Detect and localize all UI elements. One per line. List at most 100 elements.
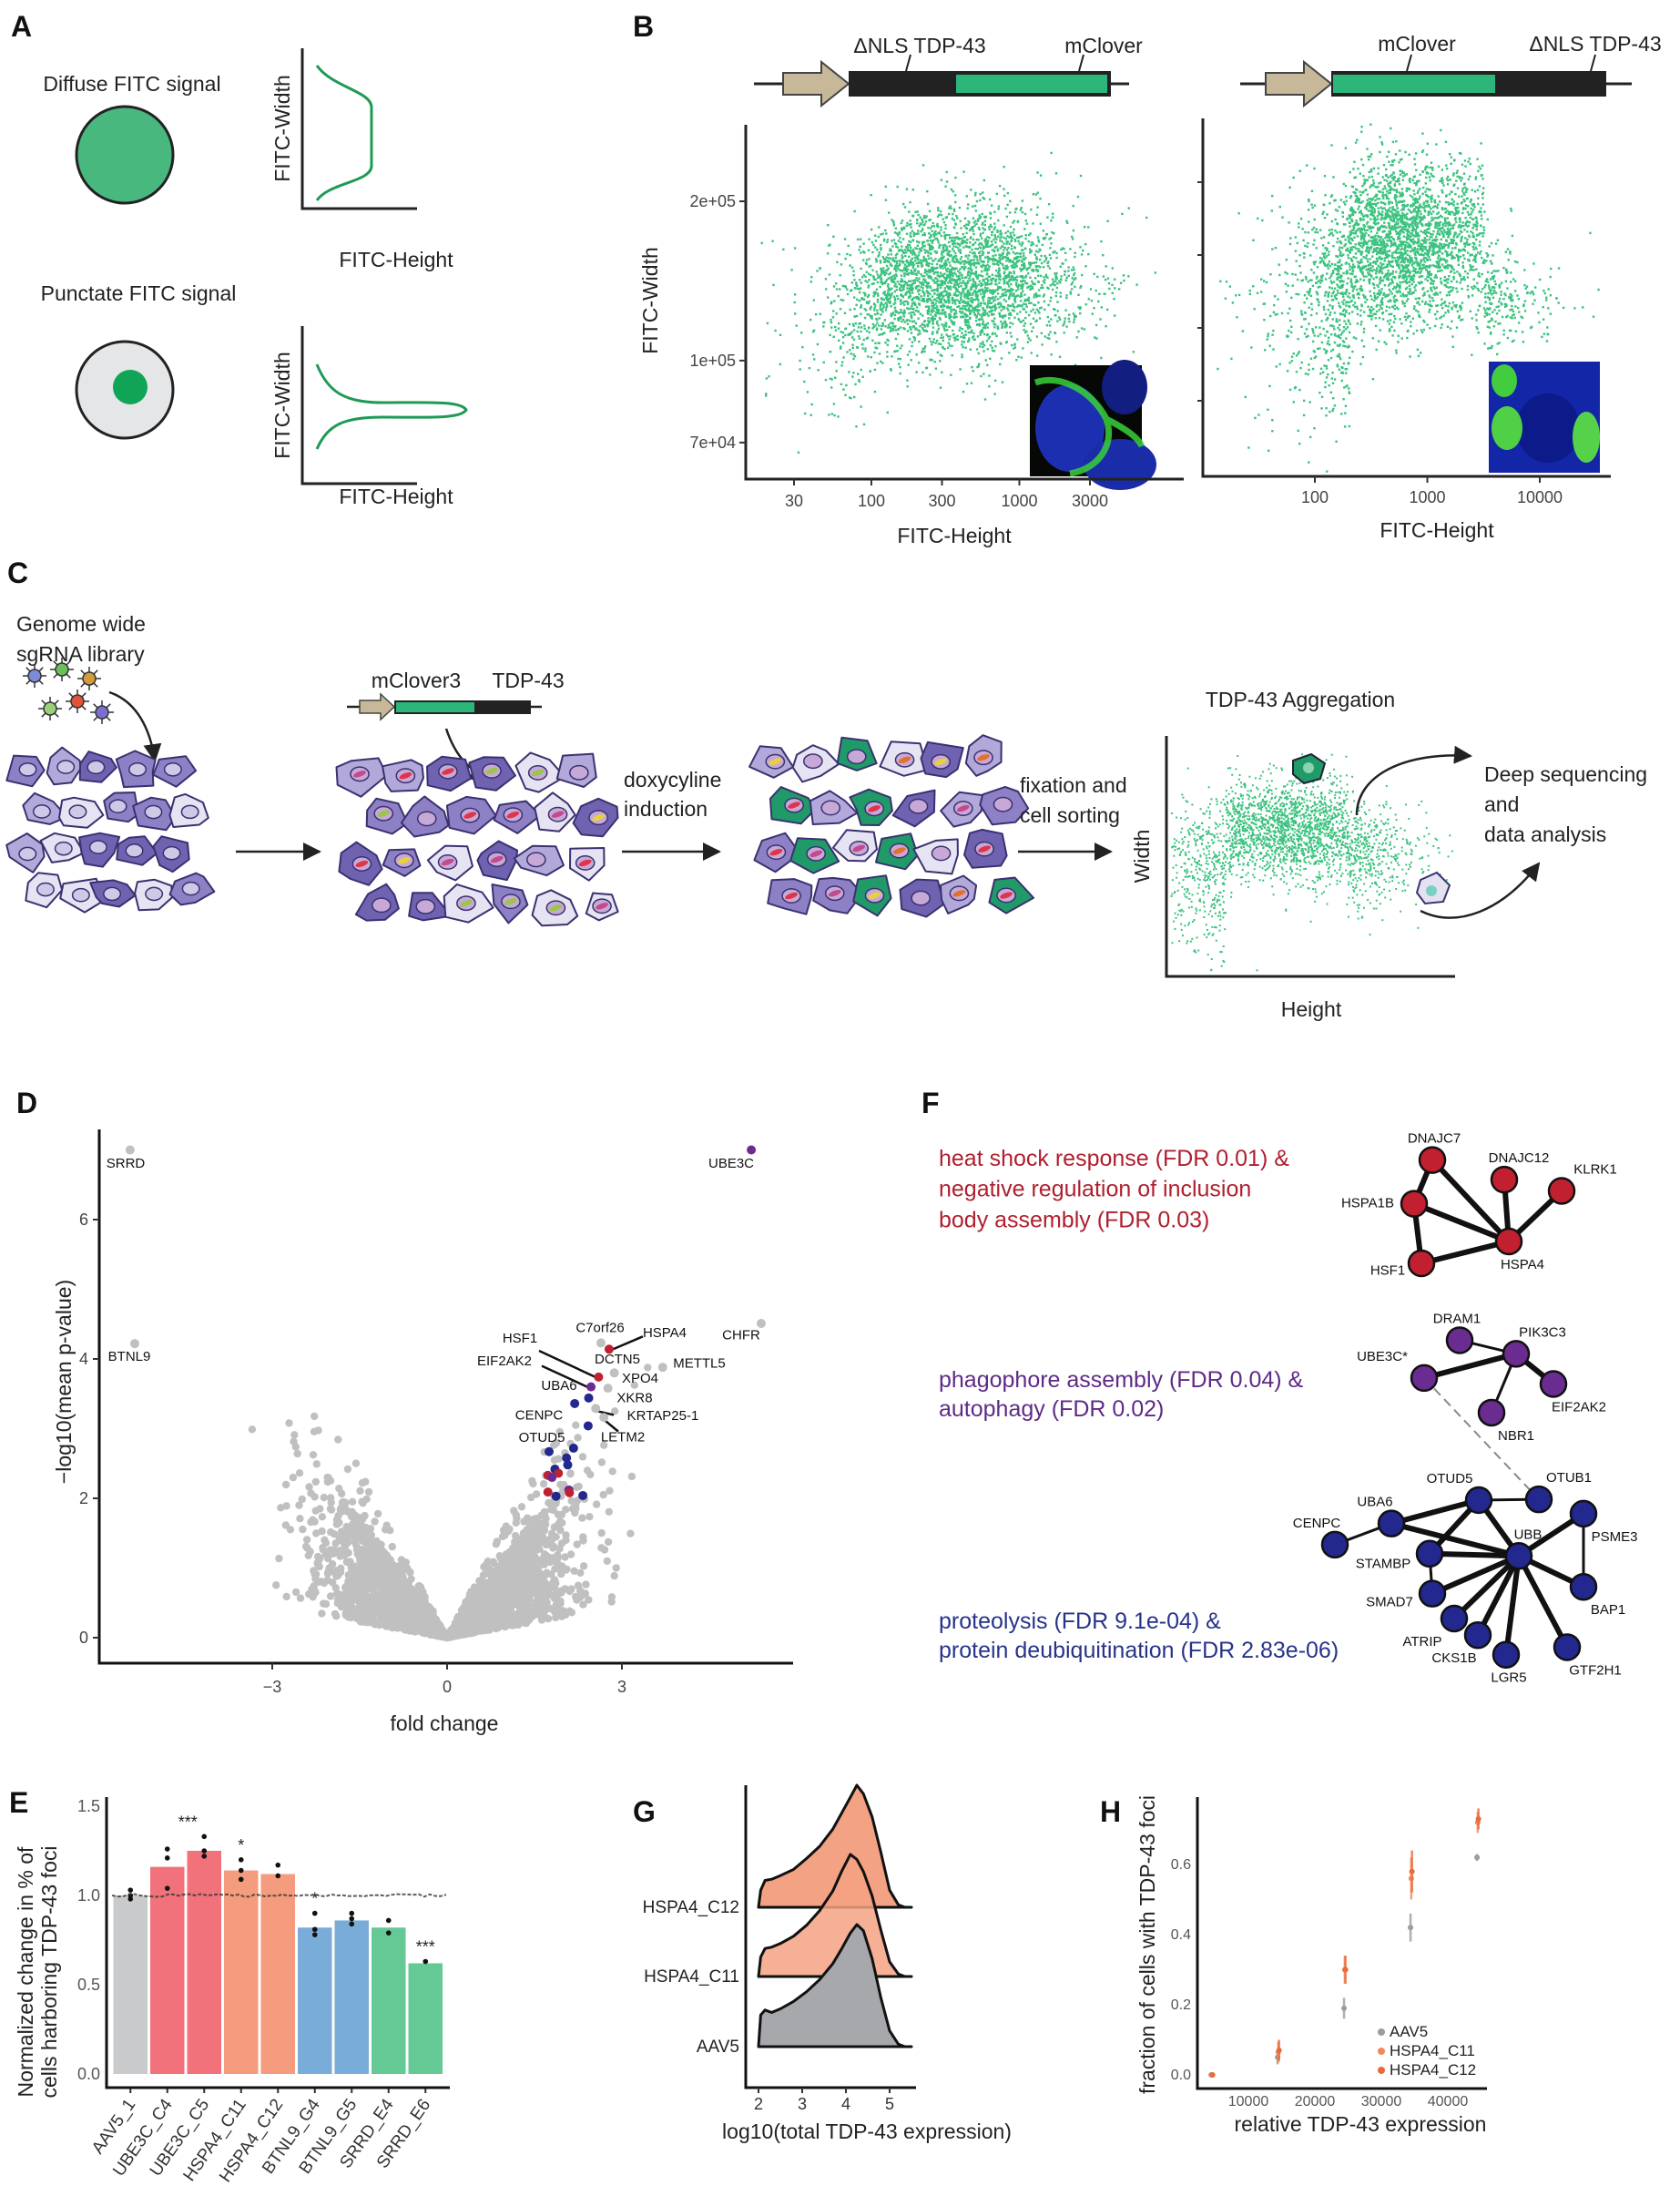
scatter-point xyxy=(936,330,939,332)
scatter-point xyxy=(954,251,957,255)
scatter-point xyxy=(1016,251,1019,255)
scatter-point xyxy=(986,270,989,272)
scatter-point xyxy=(892,223,896,226)
scatter-point xyxy=(1582,306,1584,309)
scatter-point xyxy=(1017,240,1020,242)
scatter-point xyxy=(986,240,989,243)
scatter-point xyxy=(1466,205,1470,208)
scatter-point xyxy=(880,277,883,280)
scatter-point xyxy=(912,263,915,266)
scatter-point xyxy=(1356,322,1359,325)
scatter-point xyxy=(943,281,947,283)
scatter-point xyxy=(979,292,983,296)
scatter-point xyxy=(1354,252,1358,255)
scatter-point xyxy=(1428,264,1431,267)
scatter-point xyxy=(861,276,864,279)
scatter-point xyxy=(842,388,845,391)
scatter-point xyxy=(928,232,931,235)
scatter-point xyxy=(908,350,911,353)
scatter-point xyxy=(1360,250,1364,253)
scatter-point xyxy=(918,340,921,343)
scatter-point xyxy=(983,220,987,222)
scatter-point xyxy=(985,283,989,286)
scatter-point xyxy=(989,297,992,300)
scatter-point xyxy=(981,250,983,253)
scatter-point xyxy=(1381,230,1384,233)
scatter-point xyxy=(881,322,884,324)
scatter-point xyxy=(1363,239,1366,241)
scatter-point xyxy=(1483,286,1486,289)
scatter-point xyxy=(871,240,874,244)
scatter-point xyxy=(982,279,984,281)
scatter-point xyxy=(1415,184,1418,187)
scatter-point xyxy=(1005,215,1009,219)
scatter-point xyxy=(946,299,950,302)
scatter-point xyxy=(883,238,886,241)
scatter-point xyxy=(899,287,901,290)
scatter-point xyxy=(966,273,970,277)
scatter-point xyxy=(962,390,965,393)
scatter-point xyxy=(886,351,889,353)
scatter-point xyxy=(1031,285,1033,289)
scatter-point xyxy=(867,295,870,299)
scatter-point xyxy=(963,217,967,220)
scatter-point xyxy=(994,307,998,310)
scatter-point xyxy=(1047,260,1050,263)
scatter-point xyxy=(944,266,947,269)
scatter-point xyxy=(1424,265,1428,269)
scatter-point xyxy=(979,345,982,348)
scatter-point xyxy=(972,307,974,310)
scatter-point xyxy=(959,281,962,284)
scatter-point xyxy=(949,293,952,297)
scatter-point xyxy=(1406,286,1409,290)
scatter-point xyxy=(1257,217,1259,220)
scatter-point xyxy=(1462,278,1465,281)
scatter-point xyxy=(920,272,922,276)
scatter-point xyxy=(991,340,993,343)
scatter-point xyxy=(918,289,921,291)
scatter-point xyxy=(1108,287,1111,291)
scatter-point xyxy=(1054,314,1056,317)
scatter-point xyxy=(988,374,991,377)
scatter-point xyxy=(894,266,898,269)
scatter-point xyxy=(1319,326,1321,329)
scatter-point xyxy=(1047,203,1051,206)
scatter-point xyxy=(1000,357,1003,360)
scatter-point xyxy=(1411,250,1414,252)
scatter-point xyxy=(1439,233,1441,236)
scatter-point xyxy=(999,258,1003,260)
scatter-point xyxy=(983,313,987,316)
scatter-point xyxy=(1356,292,1359,296)
scatter-point xyxy=(890,293,892,297)
scatter-point xyxy=(899,326,902,329)
scatter-point xyxy=(1592,315,1595,318)
scatter-point xyxy=(1299,218,1303,220)
scatter-point xyxy=(934,298,937,301)
scatter-point xyxy=(1481,232,1483,235)
scatter-point xyxy=(936,215,940,218)
scatter-point xyxy=(965,241,968,244)
scatter-point xyxy=(1375,348,1378,352)
scatter-point xyxy=(997,205,1001,208)
scatter-point xyxy=(923,214,926,218)
scatter-point xyxy=(1440,128,1442,132)
scatter-point xyxy=(942,327,946,331)
scatter-point xyxy=(940,234,942,238)
scatter-point xyxy=(988,228,991,230)
scatter-point xyxy=(906,379,909,382)
scatter-point xyxy=(1422,203,1425,206)
scatter-point xyxy=(927,297,930,301)
scatter-point xyxy=(893,281,896,283)
scatter-point xyxy=(1047,333,1051,336)
scatter-point xyxy=(1386,263,1389,266)
scatter-point xyxy=(1431,166,1434,169)
scatter-point xyxy=(922,259,925,261)
scatter-point xyxy=(779,333,782,336)
scatter-point xyxy=(1009,294,1012,297)
scatter-point xyxy=(896,246,900,249)
scatter-point xyxy=(853,395,856,399)
scatter-point xyxy=(1412,203,1416,207)
scatter-point xyxy=(972,205,974,208)
scatter-point xyxy=(968,304,972,308)
scatter-point xyxy=(917,230,920,232)
